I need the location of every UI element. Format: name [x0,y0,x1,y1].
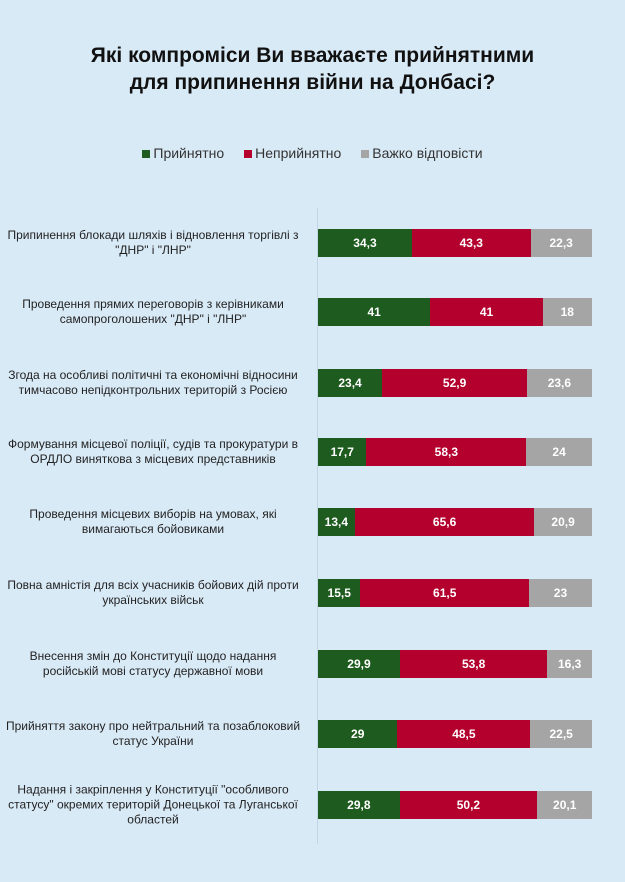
legend-item: Важко відповісти [361,145,483,161]
legend-label: Прийнятно [153,145,225,161]
bar-segment: 17,7 [318,438,367,466]
stacked-bar: 41 41 18 [318,298,592,326]
bar-segment: 34,3 [318,229,412,257]
category-label: Внесення змін до Конституції щодо наданн… [29,649,277,678]
bar-segment: 13,4 [318,508,355,536]
bar-row: Прийняття закону про нейтральний та поза… [0,719,625,748]
bar-row: Повна амністія для всіх учасників бойови… [0,578,625,607]
category-label: Формування місцевої поліції, судів та пр… [8,437,298,466]
bar-segment: 41 [430,298,543,326]
bar-segment: 15,5 [318,579,361,607]
bar-segment: 18 [542,298,592,326]
bar-segment: 20,1 [537,791,593,819]
legend-label: Важко відповісти [372,145,483,161]
legend-label: Неприйнятно [255,145,342,161]
category-label: Надання і закріплення у Конституції "осо… [8,782,298,827]
chart-title-line: Які компроміси Ви вважаєте прийнятними [90,44,535,67]
bar-segment: 50,2 [399,791,538,819]
stacked-bar: 29,8 50,2 20,1 [318,791,593,819]
chart-title-line: для припинення війни на Донбасі? [129,71,496,94]
legend-item: Неприйнятно [244,145,341,161]
category-label: Прийняття закону про нейтральний та поза… [5,719,301,748]
bar-segment: 24 [526,438,592,466]
bar-segment: 22,3 [530,229,592,257]
bar-segment: 29,9 [318,650,400,678]
category-label: Проведення прямих переговорів з керівник… [22,297,284,326]
stacked-bar: 17,7 58,3 24 [318,438,592,466]
legend: Прийнятно Неприйнятно Важко відповісти [0,145,625,161]
bar-row: Формування місцевої поліції, судів та пр… [0,437,625,466]
bar-segment: 23 [528,579,592,607]
bar-segment: 58,3 [366,438,527,466]
legend-swatch [361,150,370,158]
category-label: Згода на особливі політичні та економічн… [8,368,298,397]
stacked-bar: 23,4 52,9 23,6 [318,369,592,397]
bar-segment: 41 [318,298,431,326]
category-label: Повна амністія для всіх учасників бойови… [7,578,299,607]
category-label: Припинення блокади шляхів і відновлення … [7,228,299,257]
bar-row: Припинення блокади шляхів і відновлення … [0,228,625,257]
axis-line [317,208,318,844]
bar-segment: 22,5 [530,720,592,748]
bar-segment: 16,3 [547,650,592,678]
stacked-bar: 29,9 53,8 16,3 [318,650,592,678]
bar-segment: 20,9 [534,508,592,536]
stacked-bar: 34,3 43,3 22,3 [318,229,592,257]
bar-segment: 48,5 [397,720,531,748]
bar-segment: 29,8 [318,791,400,819]
category-label: Проведення місцевих виборів на умовах, я… [29,507,277,536]
chart-title: Які компроміси Ви вважаєте прийнятними д… [0,42,625,96]
bar-segment: 43,3 [411,229,531,257]
bar-segment: 23,6 [527,369,592,397]
bar-segment: 29 [318,720,398,748]
bar-segment: 53,8 [399,650,548,678]
stacked-bar: 13,4 65,6 20,9 [318,508,592,536]
bar-segment: 23,4 [318,369,383,397]
bar-row: Проведення прямих переговорів з керівник… [0,297,625,326]
bar-segment: 65,6 [354,508,535,536]
bar-row: Внесення змін до Конституції щодо наданн… [0,649,625,678]
bar-row: Згода на особливі політичні та економічн… [0,368,625,397]
bar-segment: 61,5 [360,579,529,607]
stacked-bar: 15,5 61,5 23 [318,579,592,607]
stacked-bar: 29 48,5 22,5 [318,720,592,748]
bar-row: Проведення місцевих виборів на умовах, я… [0,507,625,536]
bar-row: Надання і закріплення у Конституції "осо… [0,783,625,827]
legend-swatch [142,150,151,158]
legend-item: Прийнятно [142,145,224,161]
bar-segment: 52,9 [382,369,528,397]
legend-swatch [244,150,253,158]
